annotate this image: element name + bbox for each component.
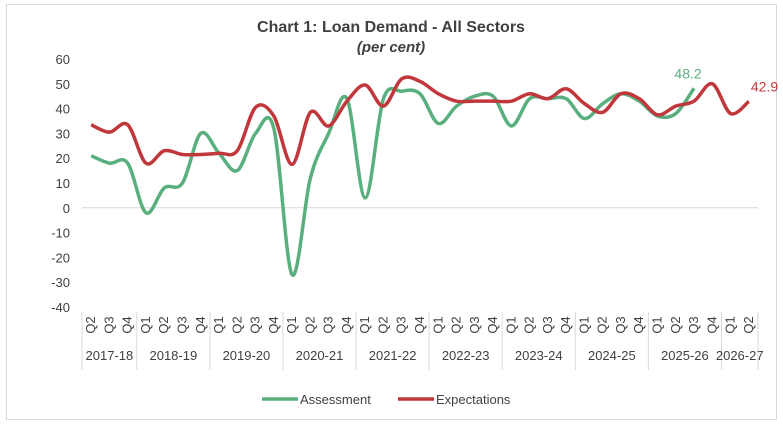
x-quarter-label: Q4 bbox=[631, 316, 646, 333]
y-tick-label: 50 bbox=[56, 77, 70, 92]
y-tick-label: 10 bbox=[56, 176, 70, 191]
y-tick-label: 30 bbox=[56, 126, 70, 141]
end-data-label: 48.2 bbox=[674, 65, 701, 81]
x-quarter-label: Q3 bbox=[467, 316, 482, 333]
series-line-expectations bbox=[90, 75, 751, 167]
x-quarter-label: Q1 bbox=[138, 316, 153, 333]
x-quarter-label: Q2 bbox=[302, 316, 317, 333]
y-tick-label: 40 bbox=[56, 102, 70, 117]
x-quarter-label: Q2 bbox=[229, 316, 244, 333]
y-tick-label: -40 bbox=[51, 300, 70, 315]
x-quarter-label: Q3 bbox=[540, 316, 555, 333]
y-tick-label: 20 bbox=[56, 151, 70, 166]
chart-subtitle: (per cent) bbox=[357, 39, 425, 56]
series-line-assessment bbox=[90, 86, 696, 277]
y-tick-label: -20 bbox=[51, 250, 70, 265]
x-quarter-label: Q2 bbox=[595, 316, 610, 333]
x-quarter-label: Q4 bbox=[193, 316, 208, 333]
x-quarter-label: Q2 bbox=[449, 316, 464, 333]
x-quarter-label: Q3 bbox=[613, 316, 628, 333]
x-quarter-label: Q4 bbox=[485, 316, 500, 333]
x-quarter-label: Q2 bbox=[156, 316, 171, 333]
x-quarter-label: Q4 bbox=[339, 316, 354, 333]
x-quarter-label: Q1 bbox=[723, 316, 738, 333]
x-quarter-label: Q1 bbox=[650, 316, 665, 333]
legend-label: Assessment bbox=[300, 392, 371, 407]
x-quarter-label: Q2 bbox=[522, 316, 537, 333]
x-year-label: 2018-19 bbox=[149, 348, 197, 363]
x-quarter-label: Q3 bbox=[174, 316, 189, 333]
x-quarter-label: Q4 bbox=[266, 316, 281, 333]
x-quarter-label: Q1 bbox=[503, 316, 518, 333]
y-tick-label: 60 bbox=[56, 52, 70, 67]
x-quarter-label: Q3 bbox=[321, 316, 336, 333]
end-data-label: 42.9 bbox=[751, 78, 778, 94]
chart-title: Chart 1: Loan Demand - All Sectors bbox=[257, 19, 525, 36]
x-year-label: 2019-20 bbox=[223, 348, 271, 363]
x-quarter-label: Q3 bbox=[101, 316, 116, 333]
legend-label: Expectations bbox=[436, 392, 511, 407]
chart-frame bbox=[6, 4, 777, 420]
x-year-label: 2026-27 bbox=[716, 348, 764, 363]
y-tick-label: -10 bbox=[51, 226, 70, 241]
x-year-label: 2025-26 bbox=[661, 348, 709, 363]
x-quarter-label: Q1 bbox=[284, 316, 299, 333]
x-year-label: 2024-25 bbox=[588, 348, 636, 363]
x-quarter-label: Q4 bbox=[558, 316, 573, 333]
x-year-label: 2023-24 bbox=[515, 348, 563, 363]
x-quarter-label: Q2 bbox=[83, 316, 98, 333]
x-quarter-label: Q2 bbox=[375, 316, 390, 333]
x-quarter-label: Q1 bbox=[430, 316, 445, 333]
x-quarter-label: Q2 bbox=[741, 316, 756, 333]
x-quarter-label: Q3 bbox=[686, 316, 701, 333]
x-quarter-label: Q1 bbox=[211, 316, 226, 333]
y-tick-label: 0 bbox=[63, 201, 70, 216]
x-quarter-label: Q3 bbox=[394, 316, 409, 333]
x-quarter-label: Q1 bbox=[357, 316, 372, 333]
x-quarter-label: Q4 bbox=[704, 316, 719, 333]
x-quarter-label: Q2 bbox=[668, 316, 683, 333]
x-quarter-label: Q4 bbox=[412, 316, 427, 333]
x-quarter-label: Q1 bbox=[576, 316, 591, 333]
x-year-label: 2020-21 bbox=[296, 348, 344, 363]
x-year-label: 2017-18 bbox=[86, 348, 134, 363]
x-quarter-label: Q4 bbox=[120, 316, 135, 333]
x-year-label: 2022-23 bbox=[442, 348, 490, 363]
x-year-label: 2021-22 bbox=[369, 348, 417, 363]
x-quarter-label: Q3 bbox=[248, 316, 263, 333]
y-tick-label: -30 bbox=[51, 275, 70, 290]
